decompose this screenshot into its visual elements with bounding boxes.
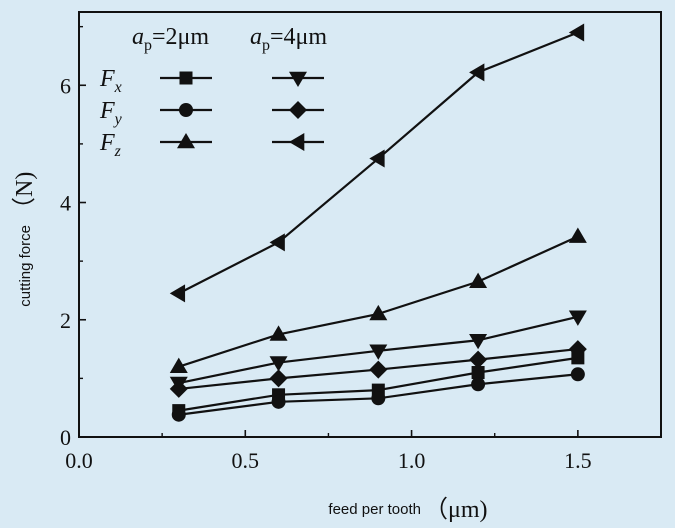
- circle-marker: [179, 103, 193, 117]
- y-tick-label: 0: [60, 425, 71, 450]
- x-axis-title: feed per tooth （μm): [328, 497, 487, 523]
- diamond-marker: [469, 350, 488, 369]
- x-axis: 0.0 0.5 1.0 1.5: [65, 430, 592, 473]
- diamond-marker: [169, 379, 188, 398]
- y-tick-label: 2: [60, 308, 71, 333]
- series-Fy-ap=4μm: [169, 340, 587, 398]
- triangle-down-marker: [568, 310, 587, 326]
- y-axis-title: cutting force （N): [12, 172, 38, 307]
- diamond-marker: [369, 360, 388, 379]
- triangle-left-marker: [289, 133, 305, 151]
- series-layer: [169, 23, 587, 422]
- x-tick-label: 1.5: [564, 448, 592, 473]
- legend-label-Fz: Fz: [99, 130, 122, 160]
- triangle-up-marker: [469, 272, 488, 288]
- square-marker: [471, 366, 485, 380]
- triangle-left-marker: [269, 233, 285, 252]
- x-tick-label: 1.0: [398, 448, 426, 473]
- y-axis-label: cutting force: [17, 225, 34, 307]
- circle-marker: [271, 394, 286, 409]
- legend-label-Fy: Fy: [99, 98, 123, 128]
- y-tick-label: 6: [60, 73, 71, 98]
- circle-marker: [471, 377, 486, 392]
- triangle-up-marker: [177, 133, 195, 149]
- y-tick-label: 4: [60, 191, 71, 216]
- triangle-up-marker: [169, 357, 188, 373]
- triangle-up-marker: [269, 325, 288, 341]
- x-tick-label: 0.0: [65, 448, 93, 473]
- series-Fz-ap=2μm: [169, 227, 587, 373]
- triangle-left-marker: [169, 284, 186, 303]
- triangle-left-marker: [568, 23, 585, 42]
- y-axis-unit: （N): [12, 172, 38, 221]
- square-marker: [179, 71, 193, 85]
- triangle-up-marker: [568, 227, 587, 243]
- triangle-down-marker: [369, 344, 388, 360]
- series-Fx-ap=4μm: [169, 310, 587, 393]
- x-tick-label: 0.5: [232, 448, 260, 473]
- y-axis: 0 2 4 6: [60, 25, 86, 450]
- circle-marker: [371, 391, 386, 406]
- triangle-down-marker: [289, 71, 307, 87]
- triangle-left-marker: [369, 149, 385, 168]
- legend-label-Fx: Fx: [99, 66, 122, 96]
- legend-header-ap2: ap=2μm: [132, 24, 209, 54]
- series-Fy-ap=2μm: [171, 367, 585, 422]
- legend-header-ap4: ap=4μm: [250, 24, 327, 54]
- series-Fz-ap=4μm: [169, 23, 585, 303]
- triangle-down-marker: [469, 333, 488, 350]
- circle-marker: [171, 407, 186, 422]
- diamond-marker: [289, 101, 307, 119]
- triangle-left-marker: [469, 63, 485, 82]
- triangle-up-marker: [369, 304, 388, 321]
- circle-marker: [570, 367, 585, 382]
- diamond-marker: [269, 369, 288, 388]
- x-axis-unit: （μm): [424, 497, 488, 523]
- x-axis-label: feed per tooth: [328, 501, 421, 518]
- triangle-down-marker: [269, 356, 288, 372]
- diamond-marker: [568, 340, 587, 359]
